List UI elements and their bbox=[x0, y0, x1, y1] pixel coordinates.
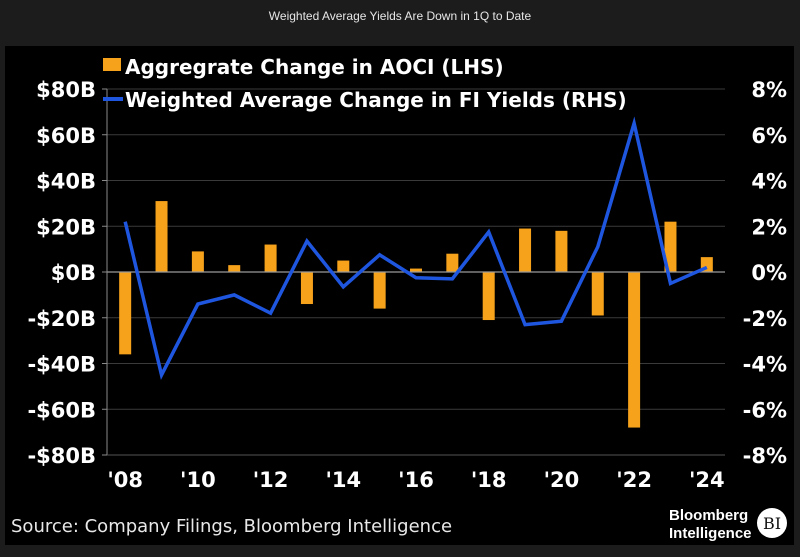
right-tick-label: -6% bbox=[743, 398, 787, 422]
left-tick-label: -$40B bbox=[27, 353, 96, 377]
left-tick-label: $60B bbox=[36, 124, 96, 148]
legend-label-aoci: Aggregrate Change in AOCI (LHS) bbox=[125, 55, 504, 79]
yield-line bbox=[123, 116, 708, 380]
bar-11 bbox=[228, 265, 241, 272]
bar-15 bbox=[373, 272, 386, 309]
x-tick-label: '12 bbox=[253, 468, 289, 492]
bar-18 bbox=[482, 272, 495, 321]
bar-09 bbox=[155, 201, 168, 272]
left-tick-label: $80B bbox=[36, 78, 96, 102]
bar-12 bbox=[264, 244, 277, 272]
bar-10 bbox=[191, 251, 204, 272]
right-tick-label: -2% bbox=[743, 307, 787, 331]
right-tick-label: -8% bbox=[743, 444, 787, 468]
bi-logo-text: BI bbox=[763, 514, 781, 533]
x-tick-label: '20 bbox=[544, 468, 580, 492]
right-tick-label: 6% bbox=[751, 124, 787, 148]
x-tick-label: '08 bbox=[107, 468, 143, 492]
chart-svg: $80B$60B$40B$20B$0B-$20B-$40B-$60B-$80B … bbox=[11, 55, 787, 542]
chart-frame: $80B $60B $40B $20B $0B -$20B -$40B -$60B -$80B … bbox=[5, 46, 794, 545]
right-tick-label: 0% bbox=[751, 261, 787, 285]
aoci-bars bbox=[119, 201, 713, 428]
right-tick-label: 8% bbox=[751, 78, 787, 102]
axes bbox=[102, 88, 725, 456]
bar-23 bbox=[664, 221, 677, 272]
legend-swatch-bar bbox=[103, 58, 121, 71]
brand-name-line1: Bloomberg bbox=[669, 507, 748, 524]
x-tick-label: '24 bbox=[689, 468, 725, 492]
legend-label-yields: Weighted Average Change in FI Yields (RH… bbox=[125, 88, 627, 112]
x-tick-label: '14 bbox=[325, 468, 361, 492]
footer: Source: Company Filings, Bloomberg Intel… bbox=[11, 507, 787, 542]
right-tick-label: 4% bbox=[751, 170, 787, 194]
left-axis-tick-labels: $80B $60B $40B $20B $0B -$20B -$40B -$60B -$80B bbox=[27, 78, 96, 468]
bar-19 bbox=[519, 228, 532, 272]
left-tick-label: $0B bbox=[51, 261, 96, 285]
left-tick-label: $40B bbox=[36, 170, 96, 194]
x-tick-label: '16 bbox=[398, 468, 434, 492]
yield-line-group bbox=[123, 116, 708, 380]
brand-name-line2: Intelligence bbox=[669, 525, 752, 542]
bar-22 bbox=[628, 272, 641, 428]
bar-20 bbox=[555, 230, 568, 272]
x-tick-label: '22 bbox=[616, 468, 652, 492]
bi-logo-icon bbox=[757, 508, 787, 538]
bar-14 bbox=[337, 260, 350, 272]
bar-08 bbox=[119, 272, 132, 355]
gridlines bbox=[107, 88, 725, 456]
right-tick-label: 2% bbox=[751, 215, 787, 239]
right-tick-label: -4% bbox=[743, 353, 787, 377]
x-tick-label: '10 bbox=[180, 468, 216, 492]
left-tick-label: -$20B bbox=[27, 307, 96, 331]
left-tick-label: -$80B bbox=[27, 444, 96, 468]
source-note: Source: Company Filings, Bloomberg Intel… bbox=[11, 516, 452, 537]
left-tick-label: -$60B bbox=[27, 398, 96, 422]
legend: Aggregrate Change in AOCI (LHS) Weighted… bbox=[103, 55, 627, 112]
bar-13 bbox=[300, 272, 313, 305]
x-axis-tick-labels: '08 '10 '12 '14 '16 '18 '20 '22 '24 bbox=[107, 468, 724, 492]
bar-21 bbox=[591, 272, 604, 316]
left-tick-label: $20B bbox=[36, 215, 96, 239]
right-axis-tick-labels: 8% 6% 4% 2% 0% -2% -4% -6% -8% bbox=[743, 78, 787, 468]
bar-17 bbox=[446, 253, 459, 272]
x-tick-label: '18 bbox=[471, 468, 507, 492]
page-title: Weighted Average Yields Are Down in 1Q t… bbox=[268, 9, 532, 23]
bar-16 bbox=[410, 268, 422, 272]
